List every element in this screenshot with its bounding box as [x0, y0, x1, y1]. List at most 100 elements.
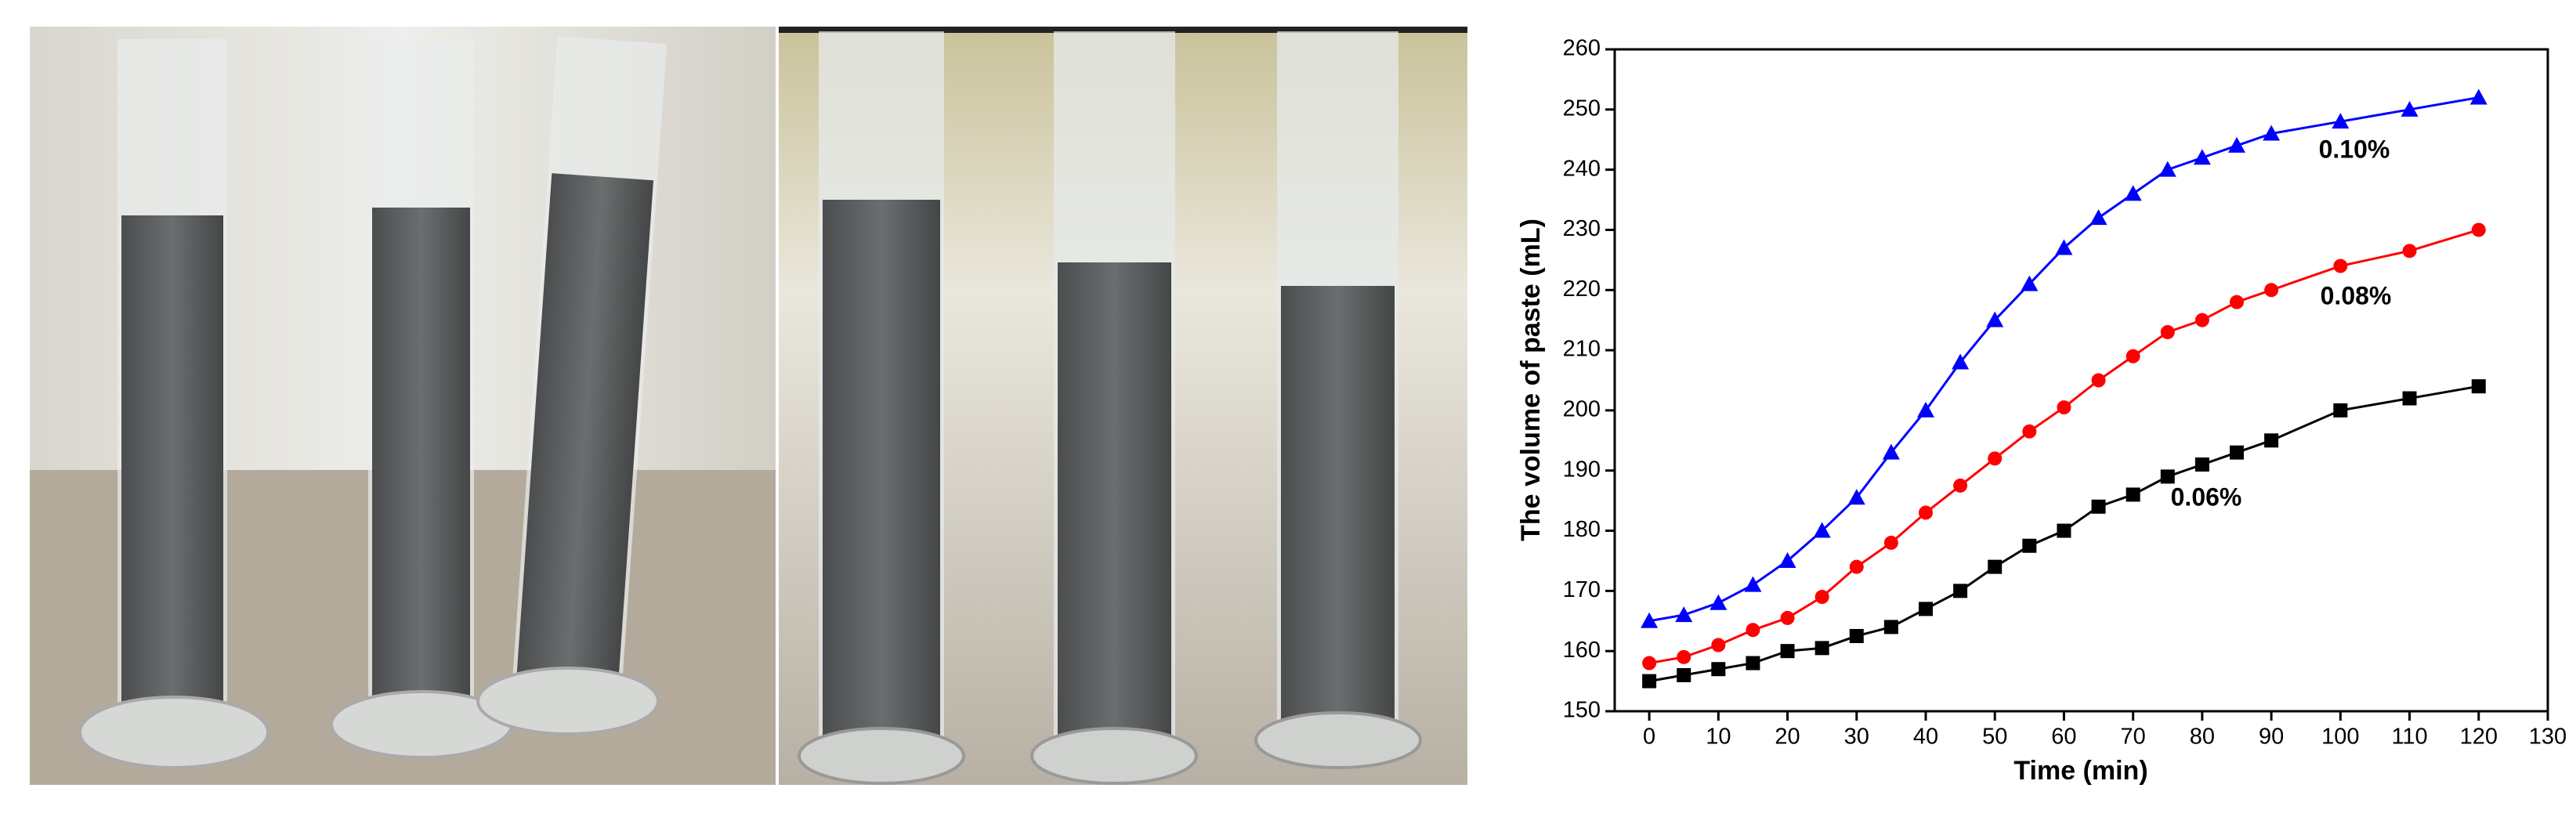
y-tick-label: 150	[1563, 698, 1601, 723]
data-point	[1883, 535, 1898, 550]
data-point	[2022, 424, 2037, 439]
data-point	[2160, 469, 2175, 484]
y-tick-label: 250	[1563, 96, 1601, 121]
data-point	[2194, 457, 2209, 472]
data-point	[1849, 628, 1864, 643]
data-point	[1780, 644, 1795, 659]
y-axis-title: The volume of paste (mL)	[1516, 219, 1546, 541]
data-point	[1814, 590, 1829, 605]
x-tick-label: 70	[2121, 725, 2146, 750]
x-tick-label: 110	[2391, 725, 2427, 750]
y-tick-label: 230	[1563, 216, 1601, 241]
data-point	[1847, 489, 1865, 505]
series-label: 0.10%	[2319, 135, 2390, 163]
data-point	[1677, 649, 1691, 664]
data-point	[1780, 610, 1795, 625]
y-tick-label: 240	[1563, 156, 1601, 181]
y-tick-label: 220	[1563, 277, 1601, 302]
x-tick-label: 10	[1706, 725, 1731, 750]
data-point	[2471, 222, 2486, 237]
x-tick-label: 120	[2460, 725, 2498, 750]
x-tick-label: 30	[1844, 725, 1869, 750]
data-point	[1711, 662, 1726, 677]
data-point	[2158, 161, 2176, 177]
data-point	[1882, 443, 1900, 460]
data-point	[2091, 499, 2106, 514]
data-point	[2402, 244, 2417, 258]
x-tick-label: 40	[1913, 725, 1938, 750]
y-tick-label: 180	[1563, 517, 1601, 542]
data-point	[2401, 100, 2419, 117]
chart: Time (min) The volume of paste (mL) 150 1…	[1516, 36, 2567, 786]
x-tick-label: 50	[1982, 725, 2007, 750]
y-tick-label: 160	[1563, 638, 1601, 663]
data-point	[2126, 349, 2140, 363]
x-tick-label: 80	[2190, 725, 2215, 750]
data-point	[1746, 623, 1760, 638]
data-point	[2333, 403, 2348, 418]
data-point	[2469, 89, 2487, 105]
data-point	[1778, 551, 1796, 568]
data-point	[1953, 478, 1968, 493]
data-point	[2126, 487, 2140, 502]
series-label: 0.06%	[2171, 483, 2242, 511]
data-point	[2471, 379, 2486, 394]
data-point	[1711, 638, 1726, 652]
data-point	[2402, 391, 2417, 406]
data-point	[1988, 559, 2003, 574]
data-point	[2091, 373, 2106, 388]
data-point	[1709, 594, 1728, 610]
series-label: 0.08%	[2321, 281, 2392, 309]
data-point	[2055, 239, 2073, 255]
data-point	[2022, 538, 2037, 553]
photo-right	[779, 27, 1467, 785]
data-point	[1675, 606, 1693, 623]
y-tick-label: 190	[1563, 457, 1601, 482]
data-point	[1953, 584, 1968, 598]
data-point	[2264, 433, 2279, 448]
data-point	[1883, 620, 1898, 634]
data-point	[1988, 451, 2003, 466]
data-point	[2057, 400, 2071, 415]
data-point	[2193, 149, 2211, 165]
x-tick-label: 130	[2529, 725, 2567, 750]
data-point	[2021, 275, 2039, 291]
x-tick-label: 90	[2259, 725, 2284, 750]
data-point	[1917, 401, 1934, 418]
data-point	[1849, 559, 1864, 574]
data-point	[2160, 325, 2175, 340]
x-tick-label: 100	[2321, 725, 2359, 750]
plot-frame	[1613, 48, 2549, 713]
series-line	[1648, 229, 2480, 665]
data-point	[1744, 576, 1762, 592]
data-point	[1641, 612, 1659, 628]
data-point	[2333, 258, 2348, 273]
data-point	[2230, 295, 2244, 309]
data-point	[1919, 602, 1933, 616]
data-point	[1814, 641, 1829, 656]
data-point	[1986, 311, 2004, 327]
data-point	[1813, 522, 1831, 538]
data-point	[2057, 523, 2071, 538]
data-point	[1642, 674, 1657, 689]
x-axis-title: Time (min)	[2013, 756, 2147, 786]
y-tick-label: 260	[1563, 36, 1601, 61]
data-point	[1746, 656, 1760, 671]
x-tick-label: 20	[1775, 725, 1800, 750]
data-point	[2332, 113, 2350, 129]
data-point	[1677, 667, 1691, 682]
data-point	[2230, 445, 2244, 460]
data-point	[2228, 136, 2245, 153]
x-tick-label: 60	[2051, 725, 2076, 750]
series-line	[1648, 385, 2480, 683]
data-point	[2124, 185, 2142, 201]
y-tick-label: 200	[1563, 397, 1601, 422]
data-point	[2263, 125, 2281, 141]
data-point	[2089, 209, 2107, 226]
data-point	[2194, 313, 2209, 327]
data-point	[1952, 353, 1970, 370]
data-point	[2264, 283, 2279, 298]
data-point	[1919, 505, 1933, 520]
